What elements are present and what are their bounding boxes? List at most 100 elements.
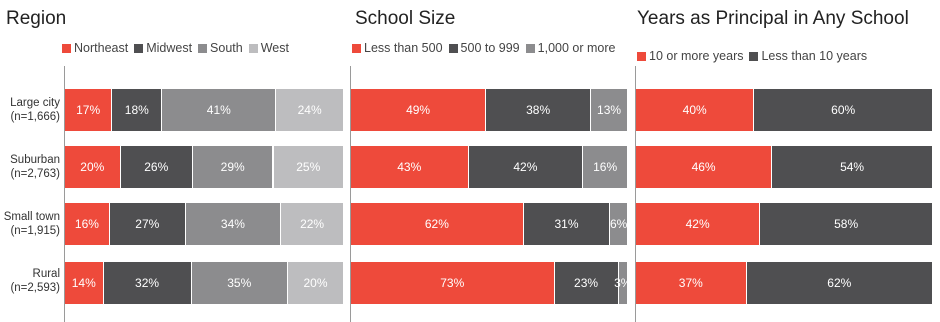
region-legend: Northeast Midwest South West	[62, 41, 295, 55]
region-bar-rural-south: 35%	[191, 262, 288, 304]
bar-value-label: 24%	[297, 103, 322, 117]
bar-value-label: 23%	[574, 276, 599, 290]
region-bar-suburban-west: 25%	[273, 146, 343, 188]
bar-value-label: 14%	[71, 276, 96, 290]
legend-item-500-to-999: 500 to 999	[448, 41, 520, 55]
legend-label: West	[260, 41, 289, 55]
legend-label: 500 to 999	[460, 41, 520, 55]
bar-value-label: 27%	[135, 217, 160, 231]
bar-value-label: 35%	[227, 276, 252, 290]
bar-value-label: 49%	[406, 103, 431, 117]
legend-swatch	[448, 43, 458, 53]
bar-value-label: 16%	[74, 217, 99, 231]
years-principal-bar-suburban-10-or-more-years: 46%	[636, 146, 773, 188]
row-label-count: (n=2,763)	[10, 168, 60, 180]
school-size-bar-suburban-less-than-500: 43%	[351, 146, 469, 188]
bar-value-label: 38%	[526, 103, 551, 117]
school-size-legend: Less than 500 500 to 999 1,000 or more	[352, 41, 621, 55]
row-label-large-city: Large city (n=1,666)	[0, 96, 60, 124]
school-size-bar-rural-500-to-999: 23%	[554, 262, 619, 304]
bar-value-label: 29%	[220, 160, 245, 174]
school-size-axis-line	[350, 66, 351, 322]
region-bar-rural-west: 20%	[288, 262, 343, 304]
row-label-name: Small town	[3, 211, 60, 223]
legend-swatch	[198, 43, 208, 53]
bar-value-label: 60%	[831, 103, 856, 117]
bar-value-label: 17%	[76, 103, 101, 117]
region-bar-small-town-northeast: 16%	[65, 203, 110, 245]
years-principal-axis-line	[635, 66, 636, 322]
row-label-suburban: Suburban (n=2,763)	[0, 153, 60, 181]
row-label-count: (n=1,915)	[10, 225, 60, 237]
bar-value-label: 41%	[206, 103, 231, 117]
bar-value-label: 54%	[840, 160, 865, 174]
bar-value-label: 58%	[834, 217, 859, 231]
bar-value-label: 6%	[609, 217, 628, 231]
years-principal-bar-large-city-10-or-more-years: 40%	[636, 89, 755, 131]
years-principal-bar-rural-10-or-more-years: 37%	[636, 262, 747, 304]
region-bar-large-city-northeast: 17%	[65, 89, 113, 131]
row-label-name: Large city	[10, 97, 60, 109]
region-bar-suburban-south: 29%	[192, 146, 274, 188]
years-principal-bar-rural-less-than-10-years: 62%	[746, 262, 932, 304]
bar-value-label: 34%	[220, 217, 245, 231]
legend-item-south: South	[198, 41, 243, 55]
bar-value-label: 16%	[593, 160, 618, 174]
school-size-panel-title: School Size	[355, 8, 456, 29]
legend-label: 10 or more years	[649, 49, 744, 63]
legend-label: South	[210, 41, 243, 55]
years-principal-bar-suburban-less-than-10-years: 54%	[772, 146, 932, 188]
years-principal-bar-small-town-10-or-more-years: 42%	[636, 203, 761, 245]
school-size-bar-rural-1-000-or-more: 3%	[614, 262, 631, 304]
region-bar-suburban-midwest: 26%	[120, 146, 193, 188]
bar-value-label: 26%	[144, 160, 169, 174]
region-bar-small-town-midwest: 27%	[109, 203, 186, 245]
bar-value-label: 18%	[124, 103, 149, 117]
legend-swatch	[62, 43, 71, 53]
years-principal-bar-large-city-less-than-10-years: 60%	[754, 89, 932, 131]
region-panel-title: Region	[6, 8, 67, 29]
years-principal-legend: 10 or more years Less than 10 years	[637, 49, 873, 63]
bar-value-label: 31%	[554, 217, 579, 231]
legend-item-1-000-or-more: 1,000 or more	[525, 41, 616, 55]
region-bar-large-city-west: 24%	[276, 89, 343, 131]
legend-swatch	[637, 51, 646, 61]
row-label-rural: Rural (n=2,593)	[0, 267, 60, 295]
school-size-bar-large-city-1-000-or-more: 13%	[591, 89, 627, 131]
row-label-name: Suburban	[10, 154, 60, 166]
bar-value-label: 25%	[296, 160, 321, 174]
bar-value-label: 62%	[827, 276, 852, 290]
years-principal-bar-small-town-less-than-10-years: 58%	[760, 203, 932, 245]
bar-value-label: 3%	[614, 276, 632, 290]
bar-value-label: 42%	[513, 160, 538, 174]
legend-swatch	[134, 43, 144, 53]
region-bar-small-town-west: 22%	[281, 203, 343, 245]
legend-label: Less than 10 years	[761, 49, 868, 63]
school-size-bar-suburban-500-to-999: 42%	[468, 146, 584, 188]
bar-value-label: 40%	[682, 103, 707, 117]
region-bar-suburban-northeast: 20%	[65, 146, 121, 188]
school-size-bar-rural-less-than-500: 73%	[351, 262, 555, 304]
legend-swatch	[749, 51, 759, 61]
school-size-bar-suburban-1-000-or-more: 16%	[583, 146, 627, 188]
row-label-count: (n=1,666)	[10, 111, 60, 123]
region-bar-rural-midwest: 32%	[103, 262, 192, 304]
row-label-small-town: Small town (n=1,915)	[0, 210, 60, 238]
legend-item-less-than-500: Less than 500	[352, 41, 443, 55]
school-size-bar-small-town-less-than-500: 62%	[351, 203, 524, 245]
school-size-bar-large-city-500-to-999: 38%	[486, 89, 592, 131]
school-size-bar-large-city-less-than-500: 49%	[351, 89, 487, 131]
bar-value-label: 43%	[397, 160, 422, 174]
row-label-count: (n=2,593)	[10, 282, 60, 294]
legend-item-northeast: Northeast	[62, 41, 128, 55]
bar-value-label: 20%	[80, 160, 105, 174]
bar-value-label: 62%	[424, 217, 449, 231]
legend-item-10-or-more-years: 10 or more years	[637, 49, 743, 63]
legend-label: 1,000 or more	[537, 41, 616, 55]
legend-item-less-than-10-years: Less than 10 years	[749, 49, 867, 63]
bar-value-label: 46%	[691, 160, 716, 174]
bar-value-label: 42%	[685, 217, 710, 231]
bar-value-label: 20%	[303, 276, 328, 290]
legend-label: Less than 500	[364, 41, 443, 55]
legend-item-midwest: Midwest	[134, 41, 192, 55]
